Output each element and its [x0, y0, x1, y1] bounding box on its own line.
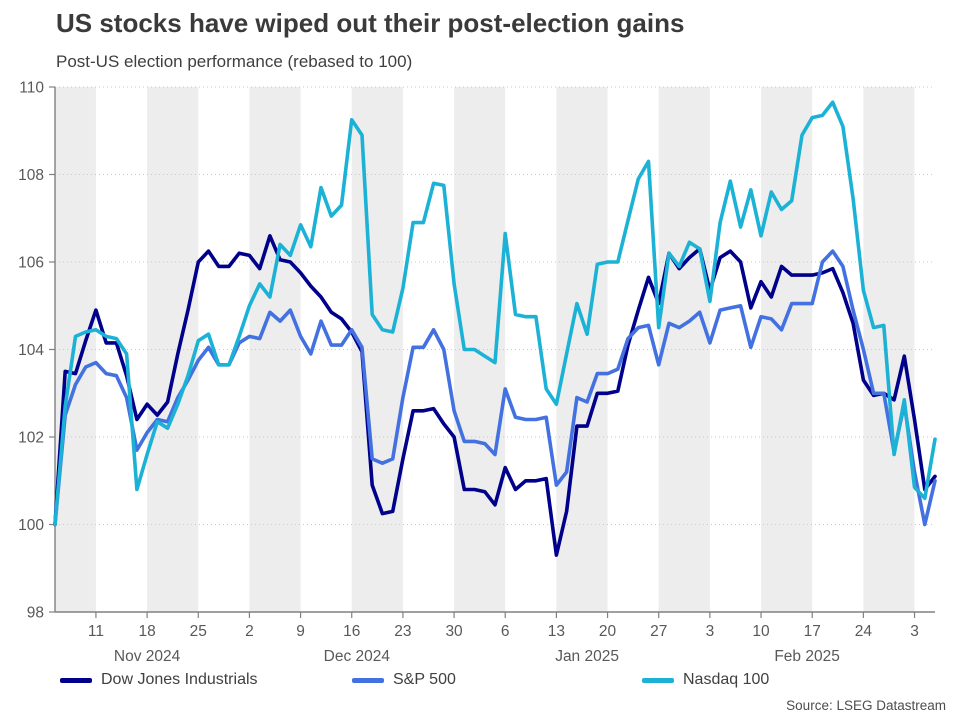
x-tick-label: 20	[599, 623, 617, 640]
nasdaq-line	[53, 100, 937, 527]
y-tick-label: 108	[18, 167, 44, 184]
legend-item-sp500: S&P 500	[352, 668, 456, 692]
legend-item-nasdaq: Nasdaq 100	[642, 668, 769, 692]
y-tick-label: 100	[18, 517, 44, 534]
sp500-legend-label: S&P 500	[393, 671, 456, 688]
nasdaq-legend-label: Nasdaq 100	[683, 671, 770, 688]
y-tick-label: 106	[18, 255, 44, 272]
sp500-line	[53, 249, 937, 527]
month-label: Feb 2025	[774, 648, 840, 665]
x-tick-label: 13	[548, 623, 565, 640]
x-tick-label: 30	[445, 623, 463, 640]
x-tick-label: 3	[706, 623, 715, 640]
x-tick-label: 24	[855, 623, 873, 640]
y-tick-label: 110	[19, 80, 44, 97]
x-tick-label: 11	[88, 623, 104, 640]
y-tick-label: 98	[27, 605, 44, 622]
x-tick-label: 3	[910, 623, 919, 640]
chart-legend: Dow Jones Industrials S&P 500 Nasdaq 100	[0, 668, 960, 692]
x-tick-label: 27	[650, 623, 667, 640]
month-label: Nov 2024	[114, 648, 181, 665]
month-label: Dec 2024	[324, 648, 391, 665]
x-tick-label: 25	[190, 623, 207, 640]
source-attribution: Source: LSEG Datastream	[786, 698, 946, 713]
x-tick-label: 6	[501, 623, 510, 640]
dow-legend-label: Dow Jones Industrials	[101, 671, 258, 688]
nasdaq-legend-swatch	[642, 677, 674, 683]
x-tick-label: 18	[138, 623, 155, 640]
week-shading-band	[147, 87, 199, 612]
week-shading-band	[761, 87, 813, 612]
x-tick-label: 23	[394, 623, 411, 640]
x-tick-label: 17	[804, 623, 821, 640]
x-tick-label: 16	[343, 623, 360, 640]
sp500-legend-swatch	[352, 677, 384, 683]
x-tick-label: 9	[296, 623, 305, 640]
x-tick-label: 10	[752, 623, 770, 640]
week-shading-band	[658, 87, 710, 612]
y-tick-label: 102	[18, 430, 44, 447]
legend-item-dow: Dow Jones Industrials	[60, 668, 258, 692]
x-tick-label: 2	[245, 623, 254, 640]
dow-legend-swatch	[60, 677, 92, 683]
chart-title: US stocks have wiped out their post-elec…	[56, 8, 685, 38]
dow-jones-line	[53, 234, 937, 557]
y-tick-label: 104	[18, 342, 44, 359]
month-label: Jan 2025	[555, 648, 619, 665]
chart-subtitle: Post-US election performance (rebased to…	[56, 52, 413, 71]
